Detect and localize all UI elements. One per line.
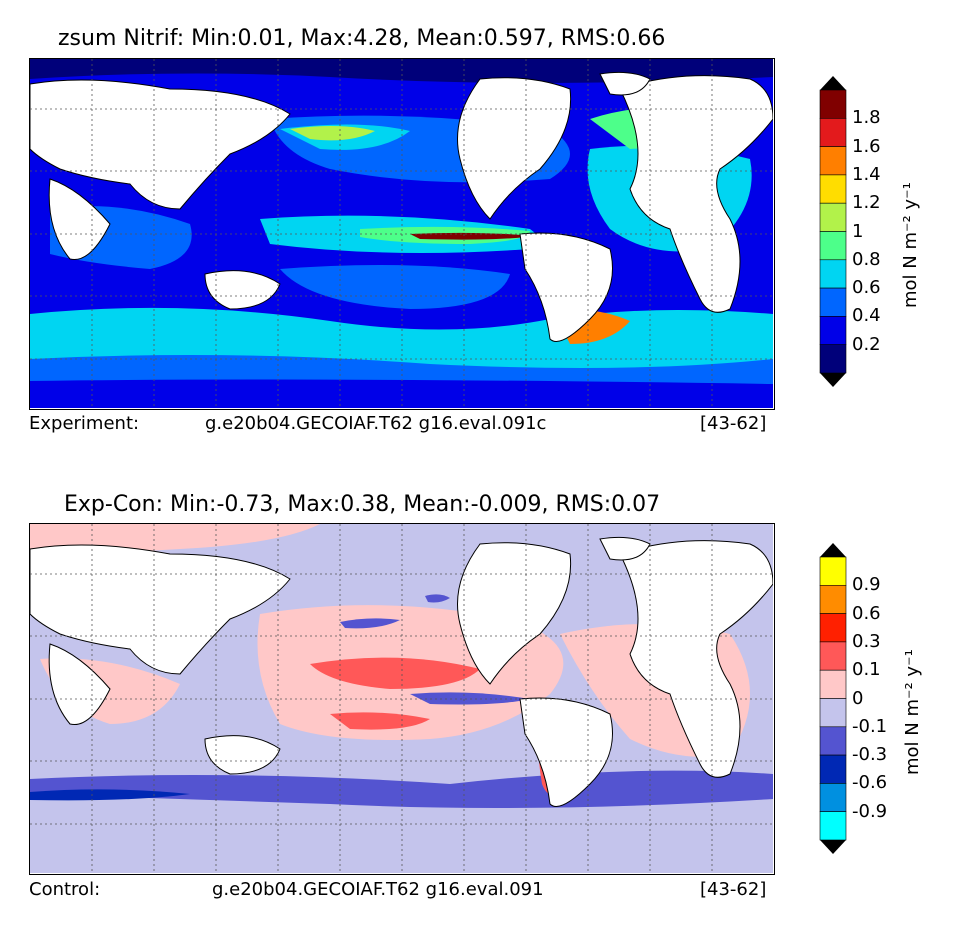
top-map-title: zsum Nitrif: Min:0.01, Max:4.28, Mean:0.… [58, 26, 666, 51]
bottom-colorbar-tick-label: 0.1 [852, 659, 881, 681]
bottom-footer-right: [43-62] [700, 879, 767, 900]
bottom-colorbar-segment [819, 669, 847, 699]
bottom-tropical-pos2 [310, 657, 480, 689]
top-colorbar-tick-label: 0.4 [852, 305, 881, 327]
top-colorbar-tick-label: 1.4 [852, 163, 881, 185]
bottom-colorbar-segment [819, 698, 847, 728]
top-equatorial-peak [410, 232, 535, 240]
bottom-land [30, 536, 773, 807]
top-colorbar-segment [819, 316, 847, 345]
bottom-colorbar-tick-label: -0.9 [852, 800, 888, 822]
top-colorbar-tick-label: 0.8 [852, 248, 881, 270]
bottom-equatorial-neg [410, 692, 530, 705]
top-colorbar-tick-label: 0.6 [852, 277, 881, 299]
bottom-colorbar-tick-label: 0.3 [852, 630, 881, 652]
bottom-colorbar: 0.9 0.6 0.3 0.1 0 -0.1 -0.3 -0.6 -0.9 mol N m⁻² … [818, 543, 958, 863]
top-colorbar: 1.8 1.6 1.4 1.2 1 0.8 0.6 0.4 0.2 mol N m⁻² y⁻¹ [818, 76, 958, 396]
bottom-colorbar-segment [819, 726, 847, 756]
bottom-colorbar-under-triangle [820, 840, 846, 854]
top-pacific-north-green [290, 125, 375, 141]
bottom-colorbar-over-triangle [820, 543, 846, 557]
top-colorbar-tick-label: 1.8 [852, 107, 881, 129]
bottom-graticule [30, 524, 773, 873]
top-colorbar-segment [819, 202, 847, 232]
top-map [29, 58, 775, 410]
bottom-footer-mid: g.e20b04.GECOIAF.T62 g16.eval.091 [212, 879, 544, 900]
top-colorbar-unit: mol N m⁻² y⁻¹ [900, 182, 921, 308]
top-colorbar-segment [819, 117, 847, 147]
top-colorbar-segment [819, 146, 847, 176]
top-colorbar-segment [819, 287, 847, 317]
top-colorbar-segment [819, 174, 847, 204]
top-colorbar-segment [819, 89, 847, 119]
top-colorbar-tick-label: 1.2 [852, 192, 881, 214]
bottom-map-title: Exp-Con: Min:-0.73, Max:0.38, Mean:-0.00… [64, 492, 661, 517]
top-map-field [30, 59, 773, 408]
bottom-colorbar-segment [819, 783, 847, 812]
top-colorbar-tick-label: 0.2 [852, 333, 881, 355]
bottom-colorbar-tick-label: 0.9 [852, 574, 881, 596]
bottom-colorbar-tick-label: -0.1 [852, 715, 888, 737]
top-colorbar-bar [819, 76, 847, 387]
bottom-map [29, 523, 775, 875]
bottom-footer-left: Control: [29, 879, 101, 900]
top-graticule [30, 59, 773, 408]
bottom-colorbar-segment [819, 556, 847, 586]
bottom-colorbar-tick-label: -0.6 [852, 772, 888, 794]
bottom-colorbar-segment [819, 811, 847, 841]
top-antarctic-low [30, 379, 773, 408]
bottom-colorbar-tick-label: 0 [852, 687, 864, 709]
bottom-pacific-neg2 [425, 594, 450, 603]
bottom-colorbar-segment [819, 613, 847, 643]
top-colorbar-under-triangle [820, 373, 846, 387]
bottom-map-field [30, 524, 773, 873]
top-land [30, 71, 773, 342]
bottom-colorbar-tick-label: 0.6 [852, 602, 881, 624]
top-colorbar-segment [819, 344, 847, 374]
top-colorbar-segment [819, 231, 847, 261]
bottom-colorbar-unit: mol N m⁻² y⁻¹ [902, 649, 923, 775]
top-pacific-south-band [280, 265, 510, 309]
top-footer-right: [43-62] [700, 413, 767, 434]
bottom-colorbar-bar [819, 543, 847, 854]
top-colorbar-tick-label: 1 [852, 220, 864, 242]
top-colorbar-segment [819, 259, 847, 289]
bottom-colorbar-segment [819, 641, 847, 671]
top-footer-mid: g.e20b04.GECOIAF.T62 g16.eval.091c [205, 413, 547, 434]
bottom-pacific-neg [340, 618, 400, 629]
bottom-colorbar-segment [819, 754, 847, 784]
bottom-colorbar-tick-label: -0.3 [852, 744, 888, 766]
top-colorbar-over-triangle [820, 76, 846, 90]
top-colorbar-tick-label: 1.6 [852, 135, 881, 157]
bottom-southern-neg2 [30, 789, 190, 801]
bottom-tropical-pos3 [330, 712, 430, 730]
top-footer-left: Experiment: [29, 413, 140, 434]
bottom-colorbar-segment [819, 584, 847, 614]
